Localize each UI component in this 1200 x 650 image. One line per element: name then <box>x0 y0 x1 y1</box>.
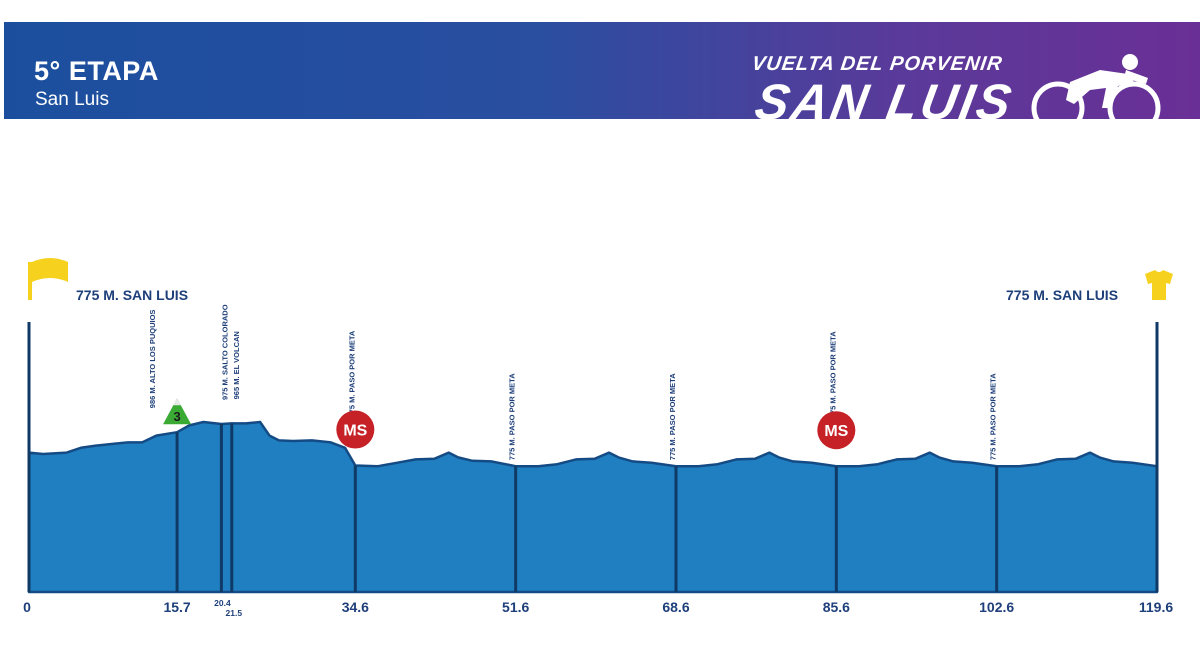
sprint-circle <box>817 411 856 450</box>
cyclist-icon <box>1031 54 1161 119</box>
profile-area <box>27 420 1159 594</box>
marker-label: 775 M. PASO POR META <box>668 373 677 460</box>
mountain-icon <box>163 398 192 425</box>
km-tick-label: 102.6 <box>979 599 1014 615</box>
marker-label: 775 M. PASO POR META <box>508 373 517 460</box>
km-tick-label: 21.5 <box>226 608 243 618</box>
snowcap-icon <box>173 398 182 406</box>
start-flag-icon <box>28 258 68 300</box>
marker-label: 775 M. PASO POR META <box>347 330 356 417</box>
start-label: 775 M. SAN LUIS <box>76 287 189 303</box>
km-tick-label: 68.6 <box>662 599 689 615</box>
km-tick-label: 0 <box>23 599 31 615</box>
finish-label: 775 M. SAN LUIS <box>1006 287 1119 303</box>
stage-subtitle: San Luis <box>35 89 109 110</box>
marker-label: 775 M. PASO POR META <box>828 331 837 418</box>
km-tick-label: 85.6 <box>823 599 850 615</box>
marker-label: 965 M. EL VOLCAN <box>232 331 241 399</box>
sprint-circle <box>336 410 375 449</box>
stage-header: 5° ETAPA San Luis VUELTA DEL PORVENIR SA… <box>4 22 1200 119</box>
stage-title: 5° ETAPA <box>34 56 159 86</box>
km-tick-label: 119.6 <box>1139 599 1173 615</box>
sprint-badge: MS <box>336 410 375 449</box>
leader-jersey-icon <box>1145 270 1173 300</box>
sprint-text: MS <box>824 423 848 440</box>
km-tick-label: 34.6 <box>342 599 369 615</box>
km-tick-label: 20.4 <box>214 598 231 608</box>
km-tick-label: 51.6 <box>502 599 529 615</box>
sprint-text: MS <box>343 423 367 440</box>
climb-category-text: 3 <box>173 409 180 424</box>
marker-label: 986 M. ALTO LOS PUQUIOS <box>148 310 157 409</box>
km-tick-label: 15.7 <box>163 599 190 615</box>
climb-category-badge: 3 <box>163 398 192 425</box>
sprint-badge: MS <box>817 411 856 450</box>
marker-label: 775 M. PASO POR META <box>989 373 998 460</box>
marker-label: 975 M. SALTO COLORADO <box>220 304 229 400</box>
